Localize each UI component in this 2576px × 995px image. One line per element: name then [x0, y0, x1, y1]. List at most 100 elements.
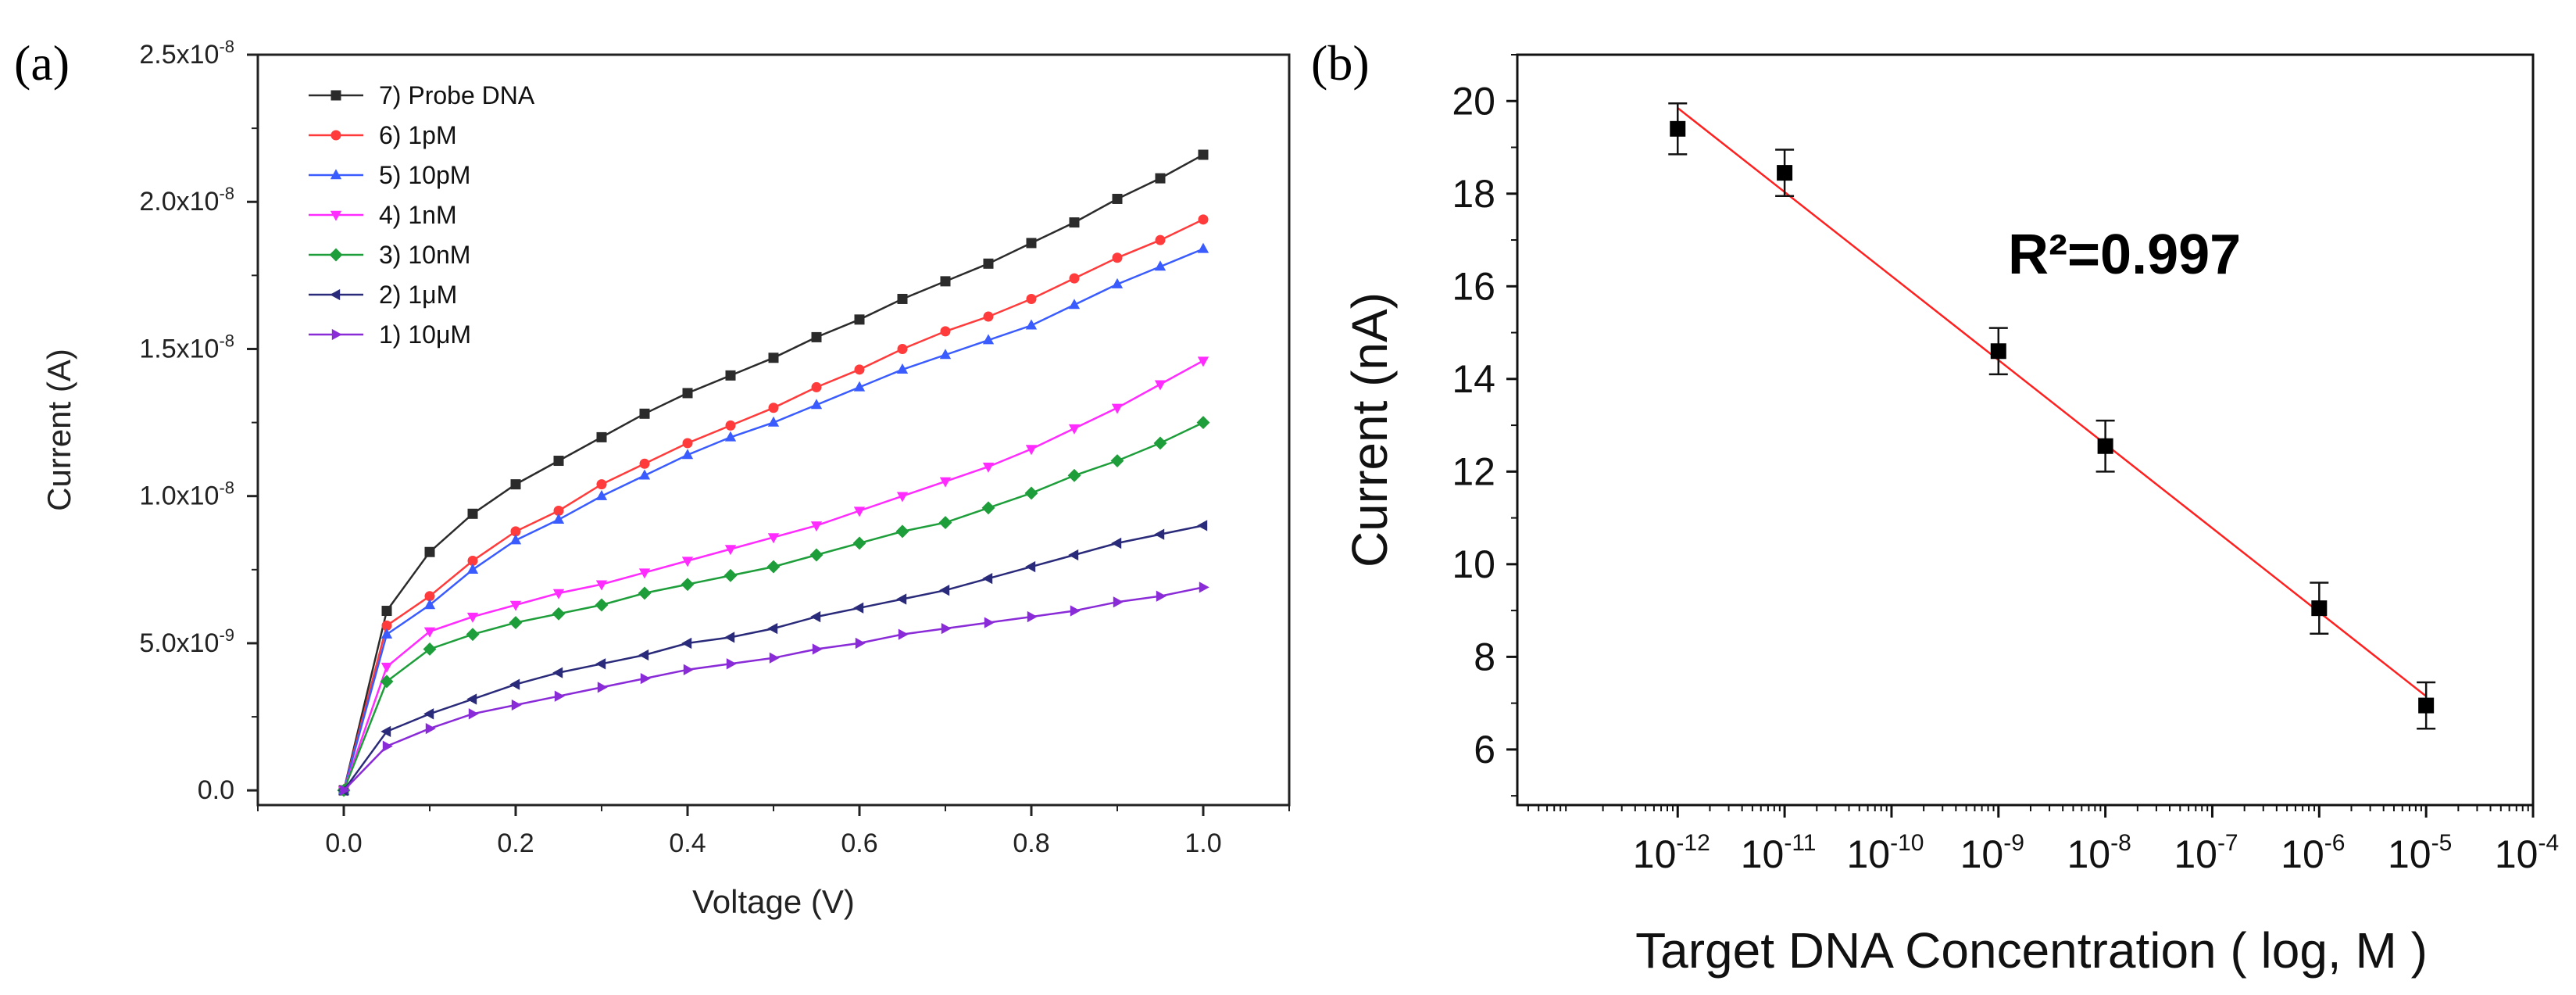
- data-point: [466, 693, 477, 705]
- x-axis-title-a: Voltage (V): [692, 883, 855, 920]
- data-point: [811, 331, 822, 342]
- data-point: [769, 652, 780, 664]
- data-point: [1154, 260, 1167, 271]
- data-point: [638, 586, 652, 600]
- data-point: [1068, 549, 1079, 561]
- data-point: [509, 600, 522, 611]
- data-point: [596, 431, 607, 442]
- data-point: [896, 363, 909, 374]
- data-point: [2097, 438, 2113, 454]
- x-axis-title-b: Target DNA Concentration ( log, M ): [1635, 922, 2428, 979]
- x-tick-label-a: 0.2: [497, 829, 534, 858]
- data-point: [725, 370, 736, 381]
- data-point: [853, 506, 866, 517]
- data-point: [466, 564, 479, 574]
- x-tick-label-b: 10-12: [1633, 830, 1710, 876]
- data-point: [766, 560, 781, 574]
- legend-label: 6) 1pM: [379, 121, 457, 149]
- x-tick-label-a: 0.4: [669, 829, 706, 858]
- y-tick-label-b: 18: [1452, 172, 1495, 216]
- data-point: [381, 725, 391, 738]
- legend-item: 7) Probe DNA: [309, 81, 535, 109]
- data-point: [467, 508, 478, 519]
- series-3-10nm: [337, 416, 1210, 797]
- data-point: [853, 381, 866, 392]
- y-axis-title-b: Current (nA): [1342, 292, 1398, 567]
- legend-label: 7) Probe DNA: [379, 81, 535, 109]
- data-point: [1670, 120, 1686, 137]
- data-point: [896, 492, 909, 503]
- y-tick-label-a: 1.5x10-8: [139, 331, 234, 363]
- legend-label: 5) 10pM: [379, 161, 470, 189]
- data-point: [724, 431, 737, 442]
- data-point: [553, 506, 564, 517]
- data-point: [423, 642, 437, 656]
- data-point: [683, 664, 694, 675]
- data-point: [1113, 596, 1124, 608]
- data-point: [595, 658, 606, 670]
- data-point: [682, 388, 693, 399]
- data-point: [597, 682, 608, 693]
- data-point: [767, 622, 778, 635]
- data-point: [1068, 424, 1081, 435]
- data-point: [767, 416, 780, 427]
- x-tick-label-a: 1.0: [1184, 829, 1221, 858]
- data-point-group: [1668, 102, 1688, 156]
- data-point: [466, 612, 479, 623]
- data-point: [982, 462, 995, 473]
- data-point: [1111, 537, 1122, 549]
- data-point: [552, 514, 565, 524]
- data-point: [1111, 277, 1124, 288]
- legend-marker: [330, 288, 341, 301]
- data-point: [681, 557, 694, 567]
- data-point: [381, 662, 393, 673]
- data-point: [638, 568, 651, 579]
- legend-label: 3) 10nM: [379, 241, 470, 269]
- data-point: [468, 708, 479, 720]
- data-point: [595, 580, 608, 591]
- data-point: [1111, 403, 1124, 414]
- data-point: [767, 533, 780, 544]
- data-point: [1197, 520, 1208, 532]
- series-7-probe-dna: [338, 149, 1209, 796]
- series-1-10-m: [339, 582, 1209, 796]
- x-tick-label-b: 10-8: [2067, 830, 2131, 876]
- data-point: [768, 353, 779, 363]
- y-tick-label-b: 8: [1474, 635, 1495, 678]
- data-point: [2418, 697, 2435, 714]
- data-point: [509, 534, 522, 545]
- x-tick-label-b: 10-6: [2281, 830, 2345, 876]
- plot-frame-b: [1516, 53, 2535, 807]
- series-group-a: [337, 149, 1210, 797]
- data-point: [1112, 193, 1123, 204]
- data-point: [423, 627, 436, 638]
- data-point: [1198, 214, 1209, 225]
- legend-a: 7) Probe DNA 6) 1pM 5) 10pM 4) 1nM 3) 10nM 2)…: [309, 81, 535, 349]
- data-point: [724, 545, 737, 556]
- x-ticks-a: 0.0 0.2 0.4 0.6 0.8 1.0: [257, 805, 1290, 858]
- data-point: [1110, 454, 1124, 467]
- data-point: [1026, 238, 1037, 249]
- data-point: [467, 556, 478, 567]
- series-4-1nm: [338, 356, 1209, 796]
- data-point-group: [2310, 582, 2329, 635]
- data-point: [681, 637, 692, 650]
- data-point: [1026, 293, 1037, 304]
- data-point: [811, 381, 822, 392]
- data-point: [511, 699, 522, 711]
- data-point: [1070, 605, 1081, 617]
- x-tick-label-b: 10-9: [1960, 830, 2024, 876]
- data-point: [941, 622, 952, 635]
- data-point: [940, 326, 951, 337]
- legend-marker: [330, 210, 342, 221]
- series-6-1pm: [338, 214, 1209, 796]
- data-point: [339, 785, 350, 796]
- data-point: [552, 667, 563, 678]
- data-point: [853, 602, 864, 614]
- data-point: [1156, 590, 1167, 602]
- data-point: [898, 628, 909, 640]
- data-point: [638, 469, 651, 480]
- legend-item: 5) 10pM: [309, 161, 470, 189]
- data-point: [855, 637, 866, 650]
- data-point: [552, 607, 566, 621]
